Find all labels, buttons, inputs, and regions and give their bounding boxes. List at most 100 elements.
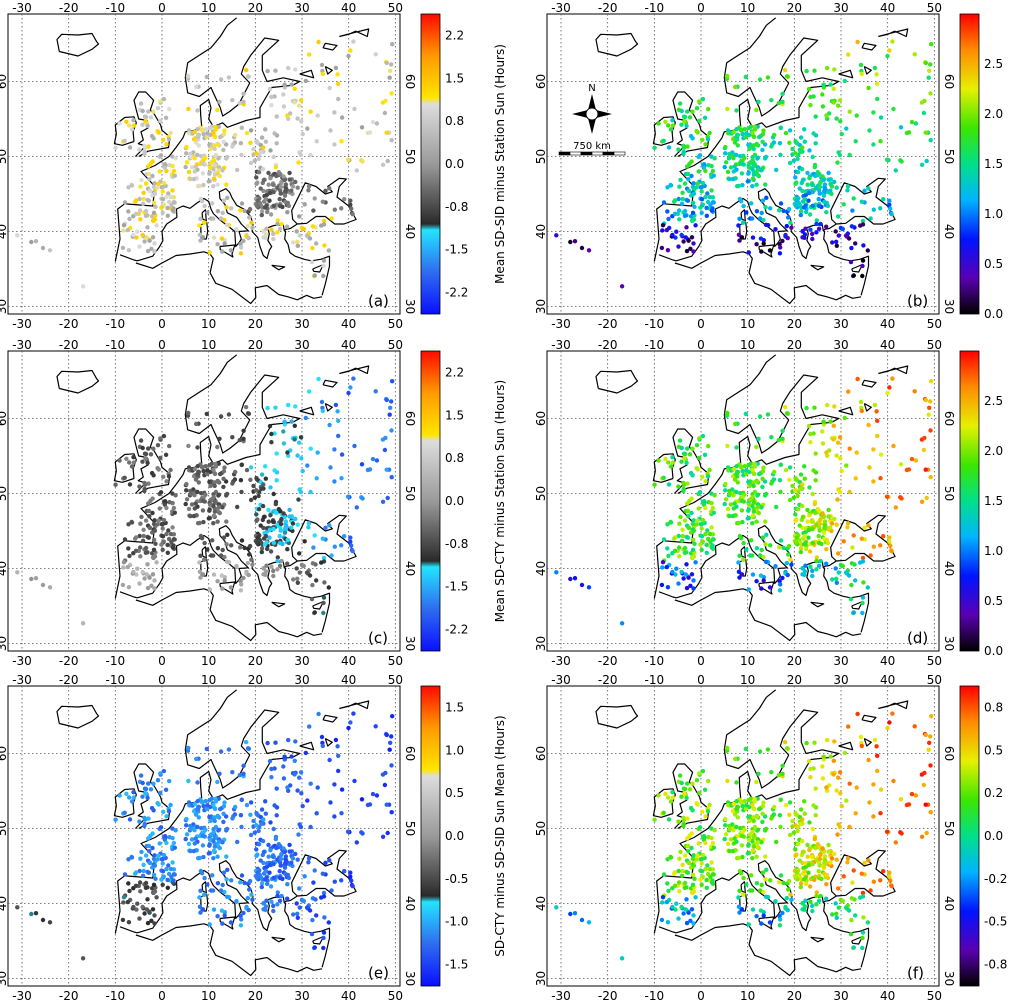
station-dot [198, 888, 203, 893]
station-dot [165, 205, 170, 211]
station-dot [677, 521, 682, 526]
station-dot [184, 488, 189, 493]
lat-tick-label-right: 30 [942, 636, 956, 651]
station-dot [245, 223, 250, 229]
station-dot [682, 885, 688, 890]
colorbar-title: Mean SD-CTY minus Station Sun (Hours) [493, 380, 507, 623]
station-dot [319, 560, 324, 565]
station-dot [756, 99, 761, 105]
station-dot [137, 484, 142, 489]
station-dot [203, 127, 208, 132]
station-dot [887, 535, 892, 540]
station-dot [389, 399, 394, 404]
station-dot [700, 539, 705, 544]
station-dot [774, 167, 779, 173]
station-dot [764, 532, 769, 537]
station-dot [339, 115, 345, 120]
station-dot [689, 907, 695, 912]
station-dot [805, 182, 810, 187]
station-dot [211, 802, 216, 807]
station-dot [277, 226, 283, 231]
station-dot [772, 132, 777, 138]
station-dot [156, 467, 161, 472]
station-dot [705, 871, 711, 877]
station-dot [339, 206, 344, 211]
station-dot [150, 890, 156, 895]
station-dot [793, 811, 798, 816]
station-dot [688, 805, 694, 811]
station-dot [804, 405, 809, 411]
station-dot [230, 98, 235, 103]
coastline [823, 902, 870, 968]
station-dot [222, 554, 227, 560]
station-dot [254, 512, 259, 517]
station-dot [158, 153, 164, 158]
coastline [838, 406, 854, 416]
station-dot [749, 873, 754, 878]
station-dot [885, 53, 890, 59]
station-dot [276, 507, 281, 512]
station-dot [760, 139, 765, 144]
station-dot [700, 474, 705, 479]
station-dot [215, 182, 220, 187]
station-dot [853, 811, 858, 816]
station-dot [254, 139, 259, 144]
coastline [114, 354, 301, 599]
station-dot [310, 896, 316, 901]
station-dot [161, 433, 167, 439]
station-dot [814, 221, 819, 227]
station-dot [186, 745, 191, 751]
station-dot [733, 84, 738, 90]
lon-tick-label-top: 20 [787, 338, 802, 352]
station-dot [173, 493, 178, 498]
scale-bar-segment [558, 151, 571, 156]
station-dot [308, 824, 313, 830]
station-dot [652, 145, 657, 150]
station-dot [836, 775, 841, 780]
station-dot [367, 467, 373, 472]
station-dot [808, 766, 813, 772]
station-dot [679, 794, 684, 799]
station-dot [215, 479, 221, 484]
station-dot [754, 779, 759, 785]
coastline [219, 244, 236, 258]
station-dot [861, 915, 866, 920]
station-dot [681, 911, 686, 916]
coastline [135, 251, 323, 305]
station-dot [192, 156, 197, 161]
station-dot [166, 863, 171, 868]
colorbar-tick-label: 0.0 [984, 644, 1003, 658]
station-dot [689, 890, 695, 895]
station-dot [927, 68, 932, 73]
station-dot [751, 172, 757, 177]
station-dot [335, 744, 340, 749]
station-dot [670, 904, 675, 910]
station-dot [725, 841, 731, 847]
station-dot [769, 481, 774, 486]
station-dot [679, 459, 684, 464]
station-dot [810, 875, 815, 880]
station-dot [689, 235, 695, 240]
station-dot [289, 188, 294, 193]
station-dot [727, 176, 732, 182]
station-dot [750, 802, 755, 807]
station-dot [244, 130, 250, 136]
station-dot [703, 866, 708, 872]
station-dot [807, 212, 813, 217]
station-dot [183, 501, 188, 507]
station-dot [847, 109, 852, 114]
station-dot [146, 109, 151, 114]
station-dot [301, 226, 306, 232]
station-dot [693, 223, 698, 228]
station-dot [113, 817, 118, 822]
station-dot [677, 438, 683, 443]
station-dot [199, 536, 205, 541]
station-dot [259, 884, 264, 890]
station-dot [220, 840, 225, 845]
station-dot [241, 238, 246, 244]
station-dot [834, 580, 839, 585]
station-dot [268, 176, 273, 181]
station-dot [207, 125, 212, 131]
station-dot [285, 450, 290, 455]
coastline [271, 936, 286, 943]
